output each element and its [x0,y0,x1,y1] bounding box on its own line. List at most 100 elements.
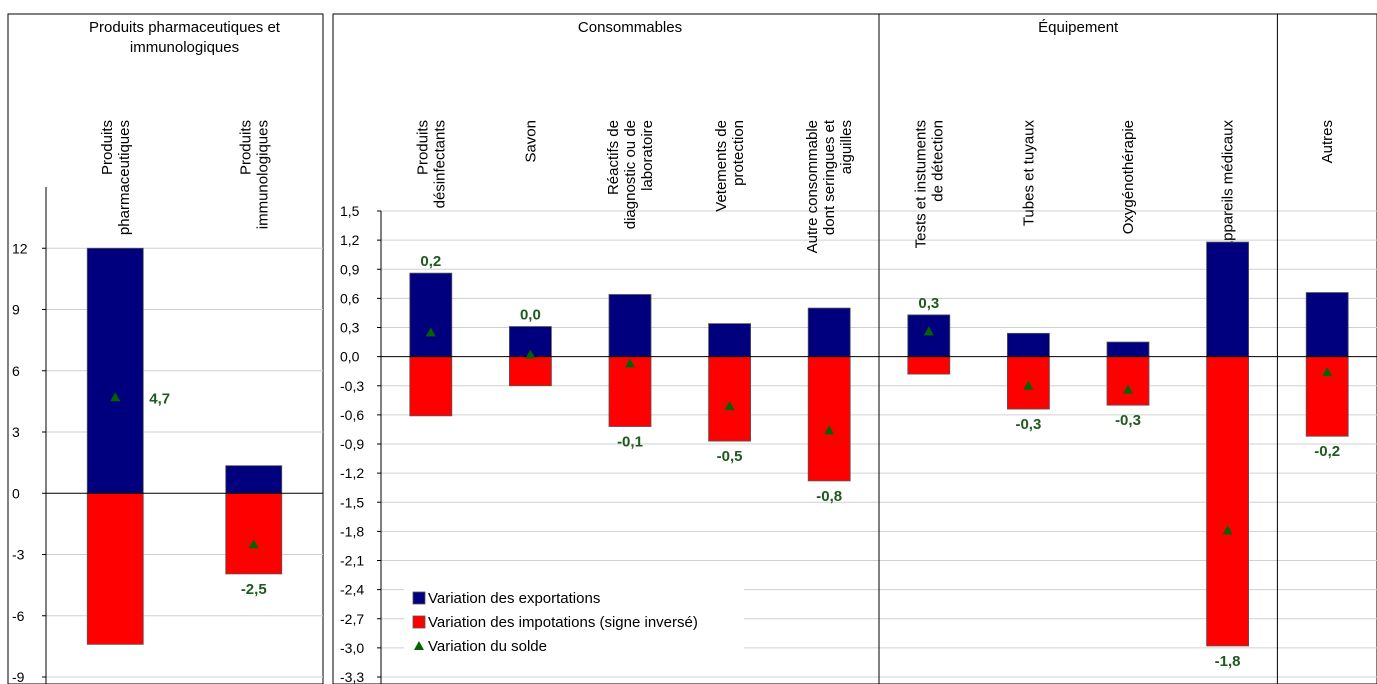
panel-frame [332,13,1377,684]
category-label: Tests et instumentsde détection [912,120,946,248]
category-label-line: laboratoire [639,120,656,191]
import-bar [86,492,144,645]
group-title: immunologiques [130,39,239,56]
balance-marker [923,326,934,336]
balance-marker [1322,367,1333,377]
y-tick-label: -0,3 [340,378,364,394]
y-tick-label: 0,6 [340,290,360,306]
balance-marker [248,539,259,549]
import-bar [608,356,652,427]
category-label-line: Tests et instuments [912,120,929,248]
category-label-line: Tubes et tuyaux [1020,120,1037,227]
balance-marker [1023,380,1034,390]
legend-label: Variation du solde [428,638,547,655]
y-tick-label: 3 [12,424,20,440]
balance-marker [1222,525,1233,535]
balance-marker [525,349,536,359]
category-label-line: dont seringues et [821,119,838,235]
export-bar [409,272,453,358]
category-label-line: de détection [929,120,946,202]
data-label: 0,2 [420,253,441,270]
y-tick-label: 9 [12,302,20,318]
export-bar [807,307,851,358]
data-label: 0,0 [520,307,541,324]
y-tick-label: 1,5 [340,203,360,219]
y-tick-label: -2,4 [340,582,364,598]
legend-label: Variation des impotations (signe inversé… [428,614,698,631]
data-label: -1,8 [1215,653,1241,670]
data-label: -0,2 [1314,443,1340,460]
category-label-line: Autres [1319,120,1336,163]
legend: Variation des exportations Variation des … [404,585,744,663]
category-label: Autres [1319,120,1336,163]
export-bar [1007,332,1050,358]
category-label-line: Savon [522,120,539,163]
export-bar [225,465,283,494]
legend-background [404,585,744,663]
data-label: 4,7 [149,390,170,407]
data-label: -0,3 [1115,412,1141,429]
balance-marker [425,327,436,337]
category-label-line: Vetements de [713,120,730,212]
y-tick-label: -2,1 [340,553,364,569]
export-bar [1206,241,1249,358]
import-bar [708,356,751,442]
y-tick-label: -1,8 [340,523,364,539]
import-bar [225,492,283,575]
balance-marker [1123,384,1133,394]
y-tick-label: 12 [12,240,28,256]
category-label-line: Oxygénothérapie [1120,120,1137,234]
group-title: Produits pharmaceutiques et [89,19,281,36]
category-label-line: protection [730,120,747,186]
y-tick-label: -1,5 [340,494,364,510]
category-label-line: désinfectants [431,120,448,208]
category-label-line: pharmaceutiques [116,120,133,235]
import-bar [1106,356,1150,406]
category-label-line: Appareils médicaux [1220,120,1237,251]
data-label: -0,3 [1015,416,1041,433]
left-panel: 12 9 6 3 0 -3 -6 -9 Produits pharmaceutiques et i… [7,13,324,684]
legend-label: Variation des exportations [428,590,600,607]
balance-marker [724,401,735,411]
y-tick-label: -3,3 [340,669,364,684]
category-label: Vetements deprotection [713,120,747,212]
right-panel: 1,5 1,2 0,9 0,6 0,3 0,0 -0,3 -0,6 -0,9 -1,2 -1,5 -1… [332,13,1377,684]
y-tick-label: 0 [12,485,20,501]
y-tick-label: 6 [12,363,20,379]
y-tick-label: 0,3 [340,320,360,336]
category-label-line: Autre consommable [804,120,821,253]
export-bar [708,323,751,358]
data-label: -2,5 [241,581,267,598]
category-label: Savon [522,120,539,163]
import-bar [907,356,951,375]
data-label: -0,1 [617,434,643,451]
import-bar [1206,356,1249,647]
category-label: Réactifs dediagnostic ou delaboratoire [605,120,656,229]
export-bar [86,247,144,494]
category-label: Tubes et tuyaux [1020,120,1037,227]
data-label: -0,5 [717,448,743,465]
import-bar [409,356,453,417]
category-label: Autre consommabledont seringues etaiguil… [804,119,855,253]
category-label-line: Produits [414,120,431,175]
y-tick-label: -3,0 [340,640,364,656]
data-label: -0,8 [816,488,842,505]
y-tick-label: 0,0 [340,349,360,365]
y-tick-label: -0,9 [340,436,364,452]
y-tick-label: -1,2 [340,465,364,481]
category-label: Appareils médicaux [1220,120,1237,251]
category-label-line: Réactifs de [605,120,622,195]
legend-exports-swatch [412,591,426,605]
y-tick-label: -3 [12,547,25,563]
category-label: Produitsimmunologiques [237,120,271,229]
import-bar [807,356,851,482]
y-tick-label: -9 [12,669,25,684]
y-tick-label: 1,2 [340,232,360,248]
category-label-line: Produits [237,120,254,175]
panel-frame [7,13,324,684]
export-bar [1106,341,1150,358]
y-tick-label: -0,6 [340,407,364,423]
export-bar [907,314,951,358]
y-tick-label: 0,9 [340,261,360,277]
